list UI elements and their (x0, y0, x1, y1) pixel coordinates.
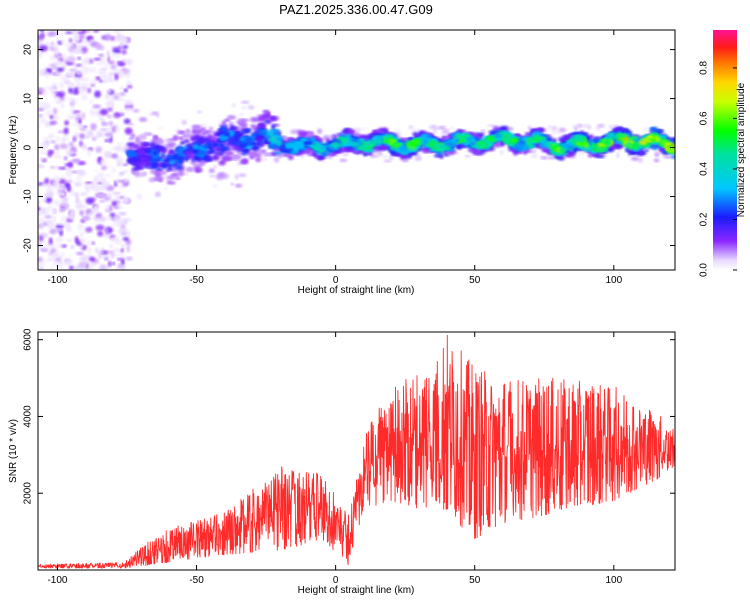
snr-series-line (38, 334, 675, 569)
colorbar-tick-label: 0.0 (699, 263, 710, 277)
spectrogram-y-axis-label: Frequency (Hz) (8, 116, 19, 185)
snr-y-ticks: 2000 4000 6000 (23, 328, 675, 505)
spectrogram-x-tick-label: -50 (189, 275, 204, 286)
colorbar-tick-label: 0.2 (699, 212, 710, 226)
spectrogram-plot-frame (37, 29, 676, 271)
snr-y-axis-label: SNR (10 * v/v) (8, 419, 19, 483)
snr-x-tick-label: 50 (469, 575, 481, 586)
spectrogram-y-tick-label: 0 (23, 144, 34, 150)
spectrogram-y-tick-label: -10 (23, 189, 34, 204)
snr-x-ticks: -100 -50 0 50 100 (47, 332, 623, 586)
spectrogram-x-axis-label: Height of straight line (km) (298, 285, 415, 296)
colorbar-tick-label: 0.4 (699, 162, 710, 176)
snr-plot-background (38, 332, 675, 570)
chart-title: PAZ1.2025.336.00.47.G09 (279, 2, 433, 17)
colorbar-ticks: 0.0 0.2 0.4 0.6 0.8 (699, 61, 737, 277)
colorbar-tick-label: 0.6 (699, 111, 710, 125)
snr-panel: -100 -50 0 50 100 2000 4000 6000 Height of str… (8, 328, 676, 596)
spectrogram-y-tick-label: 20 (23, 44, 34, 56)
spectrogram-x-tick-label: 100 (605, 275, 622, 286)
snr-plot-frame (37, 331, 676, 571)
snr-x-tick-label: -100 (47, 575, 67, 586)
colorbar: 0.0 0.2 0.4 0.6 0.8 Normalized spectral ampl… (699, 30, 747, 277)
snr-x-axis-label: Height of straight line (km) (298, 585, 415, 596)
spectrogram-y-ticks: -20 -10 0 10 20 (23, 44, 675, 253)
colorbar-tick-label: 0.8 (699, 61, 710, 75)
spectrogram-y-tick-label: -20 (23, 238, 34, 253)
spectrogram-y-tick-label: 10 (23, 93, 34, 105)
snr-x-tick-label: 100 (605, 575, 622, 586)
snr-x-tick-label: -50 (189, 575, 204, 586)
spectrogram-x-tick-label: -100 (47, 275, 67, 286)
spectrogram-x-tick-label: 50 (469, 275, 481, 286)
colorbar-gradient (713, 30, 737, 270)
snr-x-tick-label: 0 (333, 575, 339, 586)
snr-y-tick-label: 2000 (23, 482, 34, 505)
snr-y-tick-label: 4000 (23, 405, 34, 428)
snr-y-tick-label: 6000 (23, 328, 34, 351)
colorbar-label: Normalized spectral amplitude (736, 82, 747, 217)
spectrogram-x-ticks: -100 -50 0 50 100 (47, 30, 623, 286)
spectrogram-heatmap (38, 30, 675, 270)
spectrogram-x-tick-label: 0 (333, 275, 339, 286)
